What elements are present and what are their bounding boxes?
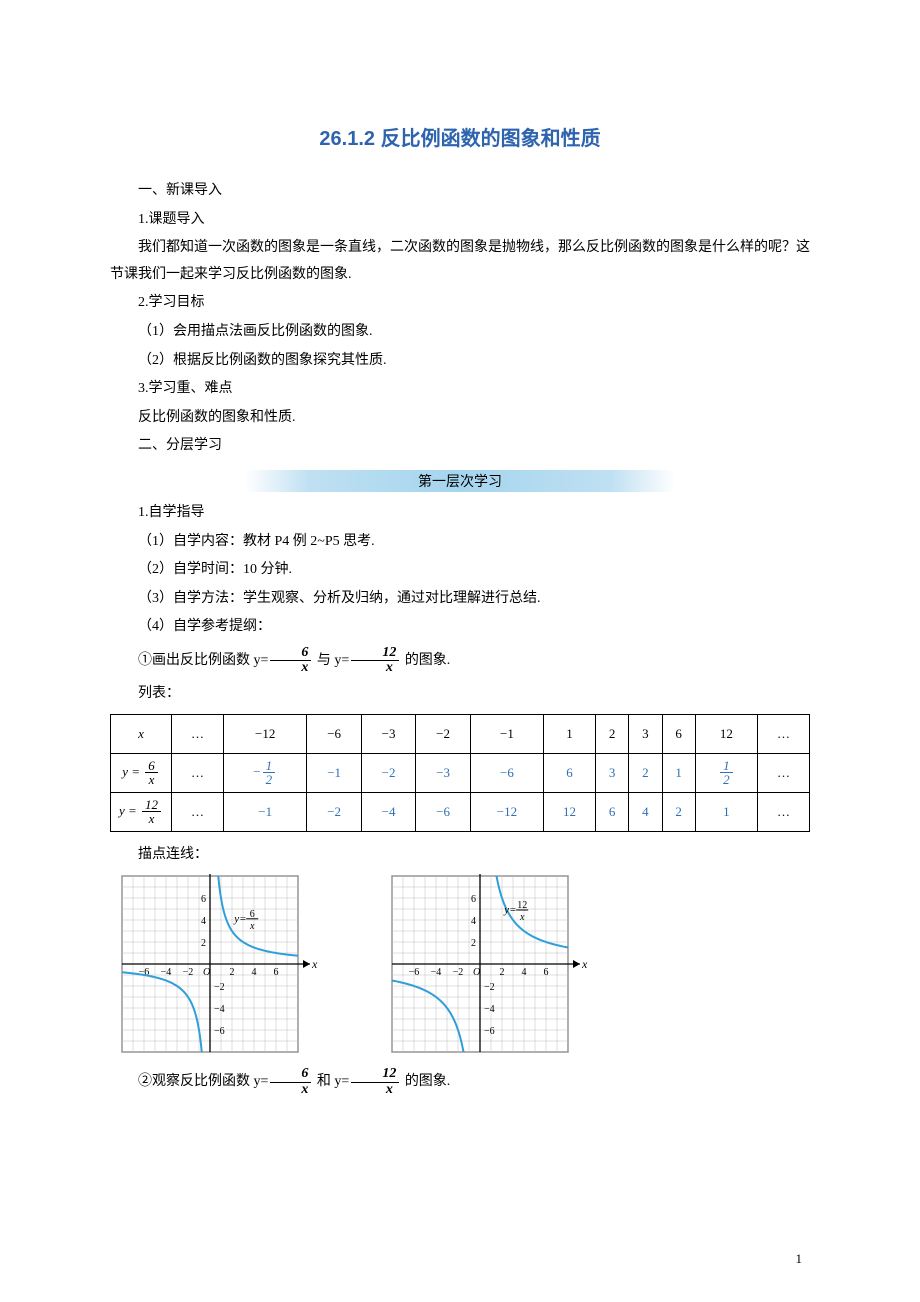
goals-heading: 2.学习目标 bbox=[110, 290, 810, 317]
table-row-12x: y = 12x … −1 −2 −4 −6 −12 12 6 4 2 1 … bbox=[111, 792, 810, 831]
svg-text:O: O bbox=[473, 967, 480, 978]
q1-mid: 与 y= bbox=[313, 653, 349, 668]
value-table: x … −12 −6 −3 −2 −1 1 2 3 6 12 … y = 6x … bbox=[110, 714, 810, 832]
chart-y-12-over-x: −6−4−2246246−2−4−6Oxyy=12x bbox=[380, 874, 610, 1054]
level-banner: 第一层次学习 bbox=[245, 470, 675, 492]
svg-text:−4: −4 bbox=[484, 1004, 495, 1015]
list-label: 列表： bbox=[110, 681, 810, 708]
question-1: ①画出反比例函数 y=6x 与 y=12x 的图象. bbox=[110, 643, 810, 679]
section-2-heading: 二、分层学习 bbox=[110, 433, 810, 460]
cell-neg-half: −12 bbox=[224, 753, 307, 792]
plot-label: 描点连线： bbox=[110, 842, 810, 869]
self-study-1: （1）自学内容：教材 P4 例 2~P5 思考. bbox=[110, 529, 810, 556]
svg-text:−2: −2 bbox=[453, 967, 464, 978]
cell-pos-half: 12 bbox=[695, 753, 757, 792]
svg-text:4: 4 bbox=[522, 967, 527, 978]
page-number: 1 bbox=[796, 1247, 803, 1272]
page: 26.1.2 反比例函数的图象和性质 一、新课导入 1.课题导入 我们都知道一次… bbox=[0, 0, 920, 1302]
question-2: ②观察反比例函数 y=6x 和 y=12x 的图象. bbox=[110, 1064, 810, 1100]
section-1-heading: 一、新课导入 bbox=[110, 178, 810, 205]
focus-text: 反比例函数的图象和性质. bbox=[110, 405, 810, 432]
svg-text:x: x bbox=[581, 957, 588, 971]
fraction-6-over-x-2: 6x bbox=[270, 1067, 311, 1097]
svg-text:−6: −6 bbox=[409, 967, 420, 978]
svg-text:−2: −2 bbox=[183, 967, 194, 978]
goal-2: （2）根据反比例函数的图象探究其性质. bbox=[110, 348, 810, 375]
self-study-4: （4）自学参考提纲： bbox=[110, 614, 810, 641]
self-study-heading: 1.自学指导 bbox=[110, 500, 810, 527]
svg-text:6: 6 bbox=[201, 894, 206, 905]
svg-text:2: 2 bbox=[500, 967, 505, 978]
th-y12: y = 12x bbox=[111, 792, 172, 831]
self-study-2: （2）自学时间：10 分钟. bbox=[110, 557, 810, 584]
self-study-3: （3）自学方法：学生观察、分析及归纳，通过对比理解进行总结. bbox=[110, 586, 810, 613]
q2-post: 的图象. bbox=[401, 1074, 450, 1089]
svg-text:12: 12 bbox=[517, 900, 527, 911]
svg-text:O: O bbox=[203, 967, 210, 978]
svg-text:−2: −2 bbox=[214, 982, 225, 993]
svg-text:4: 4 bbox=[252, 967, 257, 978]
page-title: 26.1.2 反比例函数的图象和性质 bbox=[110, 120, 810, 158]
chart-row: −6−4−2246246−2−4−6Oxyy=6x −6−4−2246246−2… bbox=[110, 874, 810, 1054]
svg-text:−4: −4 bbox=[161, 967, 172, 978]
fraction-12-over-x-2: 12x bbox=[351, 1067, 399, 1097]
svg-text:y=: y= bbox=[233, 913, 246, 925]
svg-text:x: x bbox=[249, 921, 255, 932]
q2-mid: 和 y= bbox=[313, 1074, 349, 1089]
svg-text:x: x bbox=[311, 957, 318, 971]
topic-intro-text: 我们都知道一次函数的图象是一条直线，二次函数的图象是抛物线，那么反比例函数的图象… bbox=[110, 235, 810, 288]
svg-text:2: 2 bbox=[230, 967, 235, 978]
svg-text:y=: y= bbox=[503, 904, 516, 916]
svg-text:4: 4 bbox=[201, 916, 206, 927]
goal-1: （1）会用描点法画反比例函数的图象. bbox=[110, 319, 810, 346]
fraction-12-over-x: 12x bbox=[351, 646, 399, 676]
fraction-6-over-x: 6x bbox=[270, 646, 311, 676]
svg-text:−4: −4 bbox=[431, 967, 442, 978]
th-x: x bbox=[111, 714, 172, 753]
svg-text:6: 6 bbox=[471, 894, 476, 905]
focus-heading: 3.学习重、难点 bbox=[110, 376, 810, 403]
svg-text:6: 6 bbox=[274, 967, 279, 978]
q1-post: 的图象. bbox=[401, 653, 450, 668]
svg-text:6: 6 bbox=[250, 909, 255, 920]
svg-text:−6: −6 bbox=[484, 1026, 495, 1037]
svg-text:−4: −4 bbox=[214, 1004, 225, 1015]
topic-intro-heading: 1.课题导入 bbox=[110, 207, 810, 234]
svg-text:4: 4 bbox=[471, 916, 476, 927]
svg-text:2: 2 bbox=[201, 938, 206, 949]
svg-text:−6: −6 bbox=[214, 1026, 225, 1037]
table-row-6x: y = 6x … −12 −1 −2 −3 −6 6 3 2 1 12 … bbox=[111, 753, 810, 792]
table-row-header: x … −12 −6 −3 −2 −1 1 2 3 6 12 … bbox=[111, 714, 810, 753]
q2-pre: ②观察反比例函数 y= bbox=[138, 1074, 268, 1089]
svg-text:2: 2 bbox=[471, 938, 476, 949]
q1-pre: ①画出反比例函数 y= bbox=[138, 653, 268, 668]
th-y6: y = 6x bbox=[111, 753, 172, 792]
svg-text:6: 6 bbox=[544, 967, 549, 978]
svg-text:−2: −2 bbox=[484, 982, 495, 993]
svg-text:x: x bbox=[519, 912, 525, 923]
chart-y-6-over-x: −6−4−2246246−2−4−6Oxyy=6x bbox=[110, 874, 340, 1054]
